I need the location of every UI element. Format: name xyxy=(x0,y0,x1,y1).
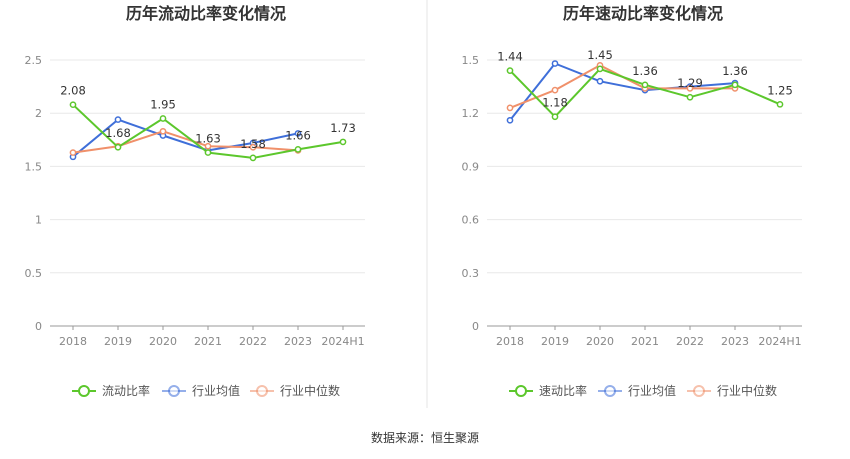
y-tick-label: 0.3 xyxy=(462,267,480,280)
data-label: 1.25 xyxy=(767,83,793,97)
data-label: 1.29 xyxy=(677,76,703,90)
data-point[interactable] xyxy=(596,77,604,85)
legend-swatch-marker xyxy=(515,385,527,397)
y-tick-label: 2 xyxy=(35,107,42,120)
data-point[interactable] xyxy=(294,130,302,137)
data-point[interactable] xyxy=(114,116,122,123)
x-tick-label: 2018 xyxy=(496,335,524,348)
y-tick-label: 1 xyxy=(35,214,42,227)
legend-label: 速动比率 xyxy=(539,383,587,398)
legend-label: 行业中位数 xyxy=(717,383,777,398)
data-point[interactable] xyxy=(114,143,122,151)
x-tick-label: 2022 xyxy=(676,335,704,348)
y-tick-label: 1.5 xyxy=(462,54,480,67)
x-tick-label: 2019 xyxy=(104,335,132,348)
data-point[interactable] xyxy=(204,142,212,150)
legend-label: 行业均值 xyxy=(192,383,240,398)
legend-swatch-marker xyxy=(256,385,268,397)
data-label: 1.58 xyxy=(240,137,266,151)
y-tick-label: 0.6 xyxy=(462,214,480,227)
data-point[interactable] xyxy=(551,60,559,67)
data-point[interactable] xyxy=(506,104,514,112)
chart-title: 历年流动比率变化情况 xyxy=(126,4,286,23)
legend-label: 行业中位数 xyxy=(280,383,340,398)
data-point[interactable] xyxy=(159,115,167,122)
data-label: 1.45 xyxy=(587,48,613,62)
data-point[interactable] xyxy=(506,116,514,124)
x-tick-label: 2020 xyxy=(586,335,614,348)
y-tick-label: 0.9 xyxy=(462,160,480,173)
data-label: 1.18 xyxy=(542,96,568,110)
data-label: 1.95 xyxy=(150,98,176,112)
data-point[interactable] xyxy=(159,127,167,135)
data-point[interactable] xyxy=(686,85,694,92)
legend-swatch-marker xyxy=(693,385,705,397)
data-point[interactable] xyxy=(249,154,257,162)
legend-item-1[interactable]: 行业均值 xyxy=(598,383,676,398)
data-label: 2.08 xyxy=(60,84,86,98)
x-tick-label: 2024H1 xyxy=(321,335,364,348)
data-point[interactable] xyxy=(204,149,212,156)
y-tick-label: 1.5 xyxy=(25,160,43,173)
data-point[interactable] xyxy=(641,81,649,89)
data-point[interactable] xyxy=(506,67,514,74)
y-tick-label: 2.5 xyxy=(25,54,43,67)
source-label: 数据来源：恒生聚源 xyxy=(371,430,479,445)
data-label: 1.73 xyxy=(330,121,356,135)
legend-item-2[interactable]: 行业中位数 xyxy=(687,383,777,398)
x-tick-label: 2021 xyxy=(631,335,659,348)
legend-item-1[interactable]: 行业均值 xyxy=(162,383,240,398)
y-tick-label: 0 xyxy=(472,320,479,333)
series-line-1 xyxy=(72,118,299,158)
data-point[interactable] xyxy=(339,138,347,146)
legend-item-2[interactable]: 行业中位数 xyxy=(250,383,340,398)
series-line-2 xyxy=(72,130,299,154)
legend-label: 行业均值 xyxy=(628,383,676,398)
data-point[interactable] xyxy=(596,65,604,73)
x-tick-label: 2022 xyxy=(239,335,267,348)
data-point[interactable] xyxy=(776,100,784,108)
data-point[interactable] xyxy=(686,93,694,101)
legend-swatch-marker xyxy=(168,385,180,397)
data-point[interactable] xyxy=(551,86,559,94)
y-tick-label: 1.2 xyxy=(462,107,480,120)
data-label: 1.63 xyxy=(195,132,221,146)
data-label: 1.68 xyxy=(105,126,131,140)
x-tick-label: 2023 xyxy=(284,335,312,348)
series-line-1 xyxy=(509,62,736,121)
x-tick-label: 2020 xyxy=(149,335,177,348)
legend-swatch-marker xyxy=(604,385,616,397)
data-point[interactable] xyxy=(731,81,739,89)
data-point[interactable] xyxy=(69,149,77,156)
legend-item-0[interactable]: 流动比率 xyxy=(72,383,150,398)
chart-2: 历年速动比率变化情况 0 0.3 0.6 0.9 1.2 1.5 2018 2019 2020 20… xyxy=(462,4,802,398)
legend-item-0[interactable]: 速动比率 xyxy=(509,383,587,398)
data-label: 1.44 xyxy=(497,50,523,64)
legend-label: 流动比率 xyxy=(102,383,150,398)
data-label: 1.36 xyxy=(722,64,748,78)
data-point[interactable] xyxy=(249,143,257,151)
chart-title: 历年速动比率变化情况 xyxy=(563,4,723,23)
x-tick-label: 2024H1 xyxy=(758,335,801,348)
x-tick-label: 2018 xyxy=(59,335,87,348)
data-label: 1.66 xyxy=(285,128,311,142)
y-tick-label: 0.5 xyxy=(25,267,43,280)
x-tick-label: 2021 xyxy=(194,335,222,348)
data-point[interactable] xyxy=(294,146,302,153)
data-label: 1.36 xyxy=(632,64,658,78)
chart-1: 历年流动比率变化情况 0 0.5 1 1.5 2 2.5 2018 2019 2020 2021 20… xyxy=(25,4,365,398)
x-tick-label: 2023 xyxy=(721,335,749,348)
data-point[interactable] xyxy=(551,113,559,121)
data-point[interactable] xyxy=(69,101,77,109)
legend-swatch-marker xyxy=(78,385,90,397)
y-tick-label: 0 xyxy=(35,320,42,333)
x-tick-label: 2019 xyxy=(541,335,569,348)
